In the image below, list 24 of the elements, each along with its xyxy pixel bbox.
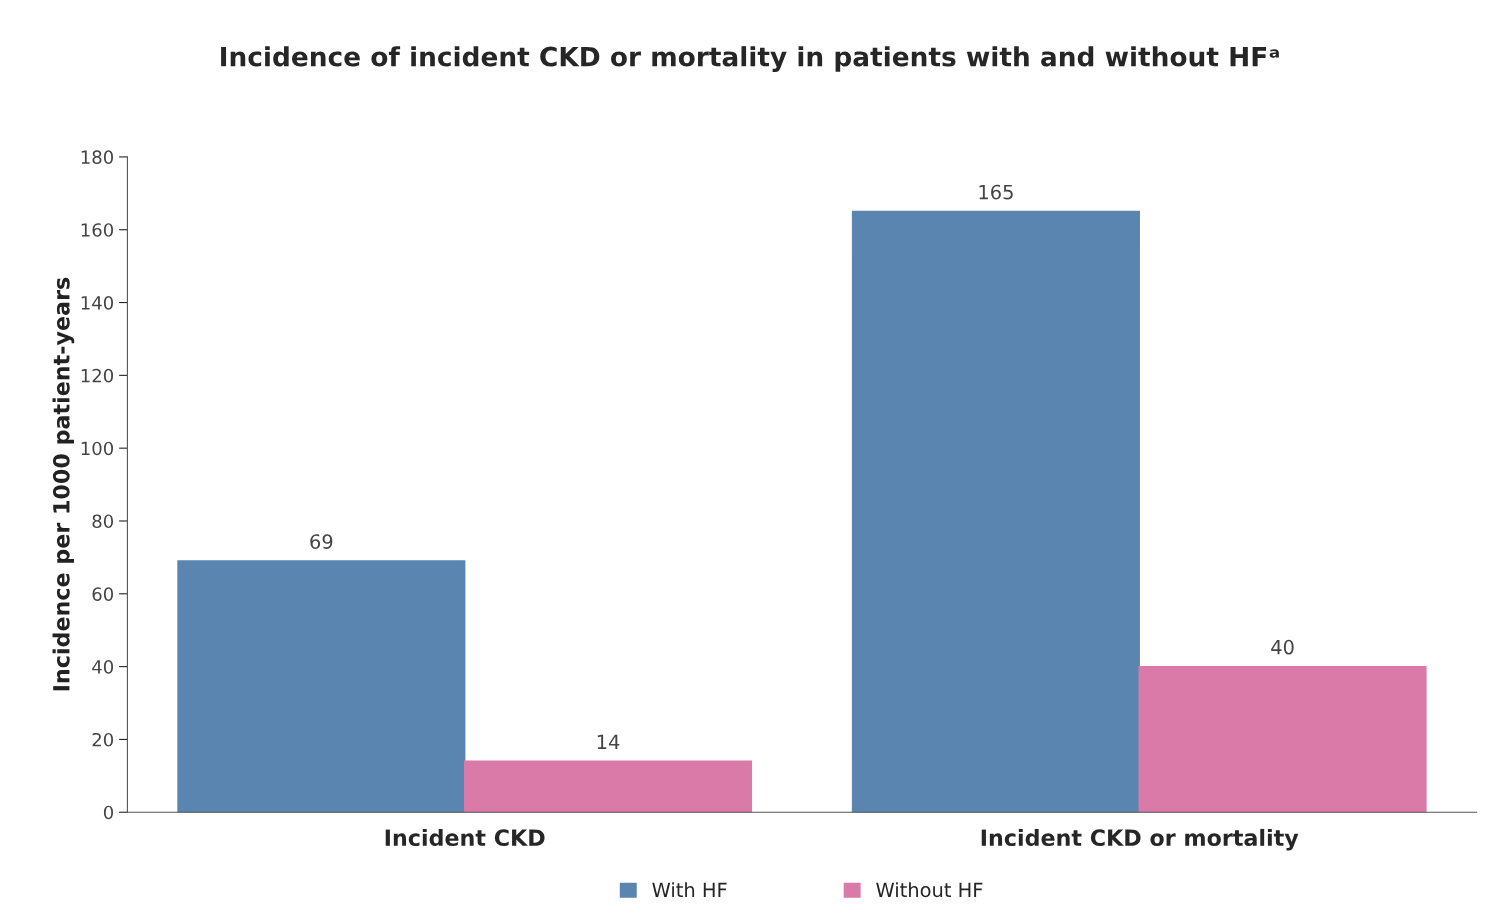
y-tick-label: 60 <box>92 587 114 601</box>
bar <box>463 760 753 813</box>
bar <box>1138 665 1427 813</box>
data-label: 165 <box>979 184 1013 200</box>
data-label: 40 <box>1271 639 1294 655</box>
y-tick-label: 20 <box>92 732 114 747</box>
y-tick-label: 80 <box>92 514 114 529</box>
legend-label: Without HF <box>876 882 983 898</box>
bar <box>177 560 466 813</box>
chart-title: Incidence of incident CKD or mortality in patients with and without HFᵃ <box>221 46 1279 72</box>
y-axis-title: Incidence per 1000 patient-years <box>52 277 75 691</box>
y-tick-label: 140 <box>81 296 114 310</box>
legend-label: With HF <box>652 882 727 897</box>
x-tick-label: Incident CKD <box>385 828 545 847</box>
y-tick-label: 40 <box>92 660 114 674</box>
y-tick-label: 180 <box>81 150 114 165</box>
x-tick-label: Incident CKD or mortality <box>981 828 1299 851</box>
y-tick-label: 0 <box>103 805 114 820</box>
y-tick-label: 100 <box>81 441 114 456</box>
y-tick-label: 160 <box>81 223 114 237</box>
y-tick-label: 120 <box>81 368 114 383</box>
data-label: 14 <box>597 734 620 749</box>
bar <box>851 210 1140 813</box>
data-label: 69 <box>310 534 333 549</box>
